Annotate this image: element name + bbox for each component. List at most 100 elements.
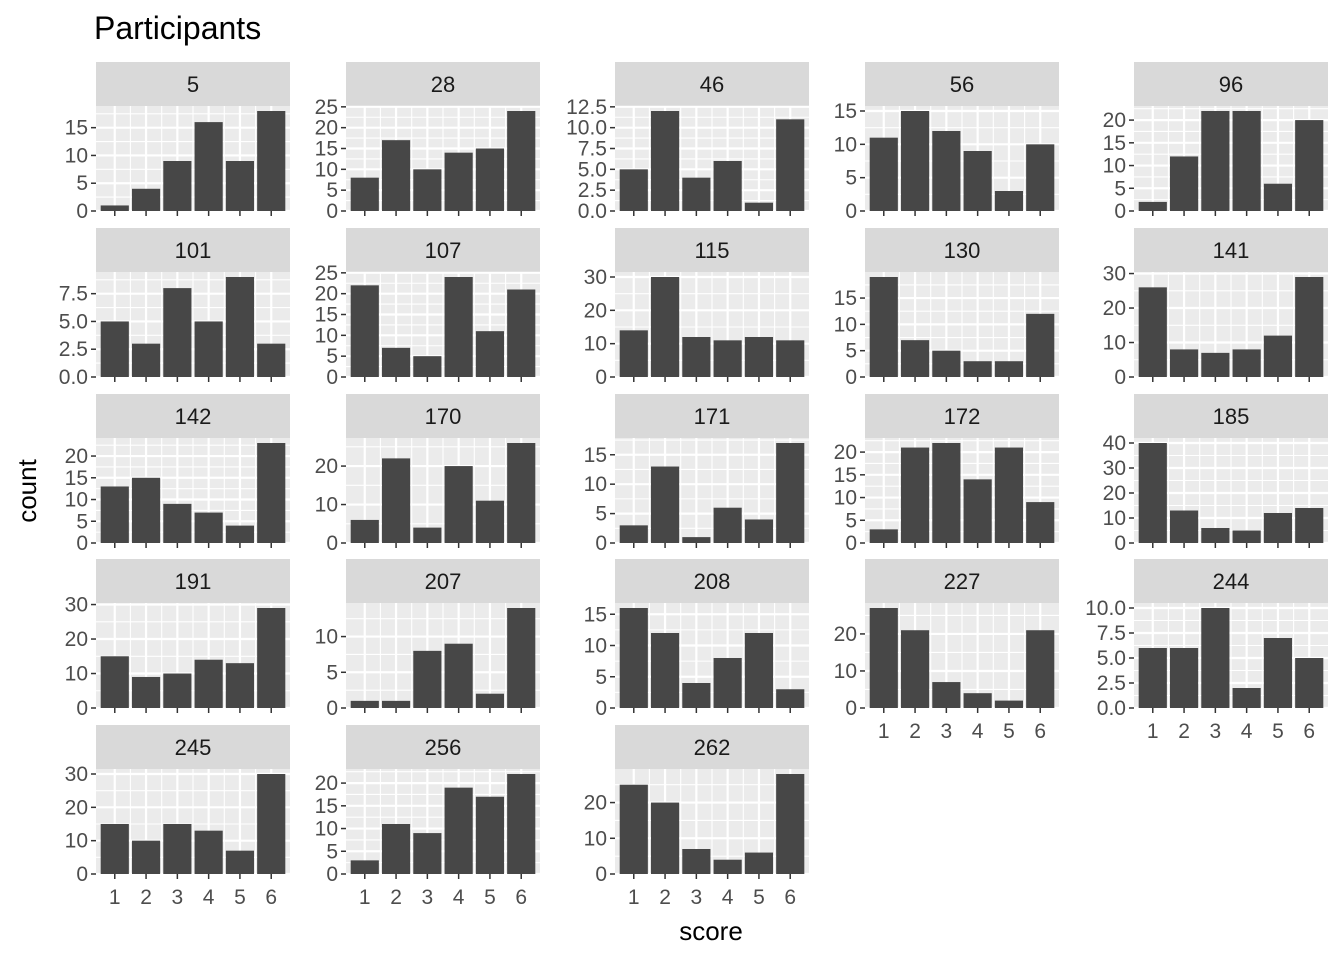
x-tick-label: 2 (1178, 720, 1190, 743)
x-tick-label: 3 (941, 720, 953, 743)
bar (1232, 688, 1261, 708)
bar (650, 277, 680, 377)
bar (225, 161, 255, 211)
bar (650, 802, 680, 874)
bar (869, 608, 898, 708)
y-tick-label: 15 (315, 304, 338, 327)
bar (475, 500, 505, 543)
y-tick-label: 0 (595, 697, 607, 720)
facet-strip (615, 559, 809, 603)
y-tick-label: 15 (315, 138, 338, 161)
bar (475, 796, 505, 874)
bar (163, 673, 192, 708)
bar (100, 656, 129, 708)
facet-panel: 46 0.02.55.07.510.012.5 (566, 62, 809, 223)
chart-title: Participants (94, 10, 261, 46)
y-tick-label: 5 (845, 509, 857, 532)
bar (1263, 513, 1293, 543)
y-tick-label: 15 (834, 464, 857, 487)
bar (381, 824, 411, 874)
facet-strip-label: 191 (175, 569, 212, 594)
y-tick-label: 10 (65, 144, 88, 167)
y-tick-label: 2.5 (1097, 672, 1126, 695)
bar (257, 443, 286, 543)
bar (650, 466, 680, 543)
y-tick-label: 20 (584, 792, 607, 815)
y-tick-label: 0 (326, 366, 338, 389)
y-tick-label: 0 (595, 532, 607, 555)
bar (869, 137, 898, 211)
bar (507, 443, 536, 543)
facet-strip (615, 228, 809, 272)
facet-strip-label: 208 (694, 569, 731, 594)
bar (994, 191, 1024, 211)
bar (194, 122, 223, 211)
y-tick-label: 15 (1103, 132, 1126, 155)
bar (1263, 638, 1293, 708)
facet-strip-label: 115 (694, 238, 729, 263)
x-tick-label: 6 (1303, 720, 1315, 743)
y-tick-label: 0 (326, 697, 338, 720)
y-tick-label: 0 (845, 200, 857, 223)
y-tick-label: 5 (76, 172, 88, 195)
y-tick-label: 10 (315, 818, 338, 841)
facet-strip (346, 725, 540, 769)
bar (650, 633, 680, 708)
y-tick-label: 20 (65, 796, 88, 819)
bar (194, 512, 223, 543)
y-tick-label: 0 (845, 366, 857, 389)
bar (350, 860, 379, 874)
y-tick-label: 10 (834, 313, 857, 336)
y-tick-label: 10 (834, 487, 857, 510)
bar (1026, 313, 1055, 377)
bar (1201, 352, 1230, 377)
bar (131, 477, 161, 543)
y-tick-label: 10 (65, 663, 88, 686)
facet-strip-label: 172 (944, 404, 981, 429)
bar (413, 833, 442, 874)
bar (1138, 648, 1167, 708)
bar (413, 650, 442, 708)
facet-strip-label: 96 (1219, 72, 1243, 97)
bar (776, 443, 805, 543)
bar (163, 503, 192, 543)
bar (100, 321, 129, 377)
facet-strip-label: 244 (1213, 569, 1250, 594)
facet-panels: 5051015280510152025460.02.55.07.510.012.… (59, 62, 1328, 909)
facet-strip-label: 256 (425, 735, 462, 760)
y-tick-label: 20 (315, 455, 338, 478)
bar (194, 321, 223, 377)
bar (1295, 508, 1324, 543)
y-tick-label: 10 (1103, 155, 1126, 178)
facet-strip (865, 62, 1059, 106)
x-tick-label: 1 (359, 886, 371, 909)
y-tick-label: 0 (595, 366, 607, 389)
y-tick-label: 10 (834, 660, 857, 683)
y-tick-label: 20 (584, 299, 607, 322)
y-tick-label: 15 (834, 100, 857, 123)
bar (713, 161, 742, 211)
bar (744, 519, 774, 543)
y-tick-label: 20 (65, 628, 88, 651)
y-tick-label: 0 (845, 532, 857, 555)
bar (1295, 658, 1324, 708)
bar (225, 525, 255, 543)
bar (713, 507, 742, 543)
y-tick-label: 20 (315, 117, 338, 140)
bar (682, 337, 711, 377)
bar (619, 330, 648, 377)
facet-strip-label: 245 (175, 735, 212, 760)
y-tick-label: 5 (595, 503, 607, 526)
bar (994, 447, 1024, 543)
bar (413, 356, 442, 377)
facet-strip-label: 107 (425, 238, 462, 263)
bar (1201, 111, 1230, 211)
facet-panel: 101 0.0 2.5 5.0 7.5 (59, 228, 290, 389)
y-tick-label: 20 (1103, 109, 1126, 132)
y-axis-title: count (12, 458, 42, 522)
bar (1232, 111, 1261, 211)
facet-strip (615, 394, 809, 438)
y-tick-label: 10 (1103, 332, 1126, 355)
bar (994, 700, 1024, 708)
y-tick-label: 15 (584, 444, 607, 467)
